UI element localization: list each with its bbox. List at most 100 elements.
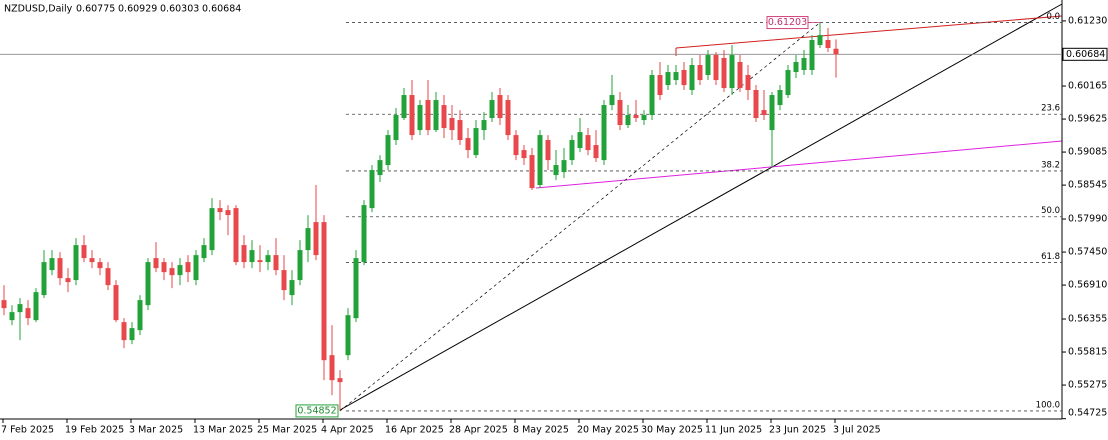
candle-body [633,115,639,119]
candle-body [593,145,599,159]
candle-body [369,170,375,209]
y-tick-label: 0.54725 [1068,408,1107,419]
candle-body [521,150,527,159]
candle-body [777,90,783,106]
candle-body [665,72,671,86]
candle-body [169,268,175,276]
candle-body [641,115,647,121]
candle-body [177,265,183,276]
header-close: 0.60684 [202,4,241,15]
candle-body [713,55,719,81]
candle-body [825,39,831,49]
current-price-box [1062,47,1108,61]
y-tick-label: 0.57990 [1068,214,1107,225]
candle-body [681,70,687,86]
candle-body [569,140,575,161]
x-tick-label: 25 Mar 2025 [257,425,317,436]
candle-body [81,245,87,259]
candle-body [609,95,615,106]
x-tick-label: 30 May 2025 [641,425,703,436]
candle-body [817,35,823,46]
candle-body [337,378,343,383]
candle-body [585,135,591,151]
y-tick-label: 0.57450 [1068,247,1107,258]
candle-body [233,208,239,263]
x-tick-label: 23 Jun 2025 [769,425,826,436]
header-open: 0.60775 [76,4,115,15]
candle-body [761,110,767,116]
y-tick-label: 0.58545 [1068,180,1107,191]
candle-body [33,292,39,321]
candle-body [273,255,279,271]
y-tick-label: 0.59625 [1068,114,1107,125]
candle-body [241,245,247,263]
x-tick-label: 3 Mar 2025 [129,425,183,436]
candle-body [97,262,103,269]
candle-body [361,205,367,263]
candle-body [153,258,159,269]
header-low: 0.60303 [160,4,199,15]
candle-body [433,100,439,131]
x-tick-label: 20 May 2025 [577,425,639,436]
candle-body [417,105,423,131]
candle-body [497,95,503,119]
candle-body [577,132,583,149]
x-tick-label: 8 May 2025 [513,425,569,436]
candle-body [57,258,63,279]
candle-body [617,100,623,126]
x-tick-label: 19 Feb 2025 [65,425,124,436]
candle-body [265,255,271,263]
candle-body [473,128,479,156]
candle-body [513,135,519,156]
candle-body [689,65,695,91]
candle-body [481,120,487,131]
resistance-line [675,15,1063,49]
fib-level-label: 0.0 [1046,12,1060,22]
candle-body [305,228,311,251]
candle-body [25,308,31,319]
candle-body [753,90,759,119]
fib-diagonal [339,22,821,412]
candle-body [249,250,255,263]
candle-body [297,250,303,281]
candle-body [73,245,79,281]
candle-body [289,280,295,296]
candle-body [465,138,471,151]
y-tick-label: 0.61230 [1068,15,1107,26]
candle-body [833,48,839,55]
x-tick-label: 11 Jun 2025 [705,425,762,436]
x-tick-label: 4 Apr 2025 [321,425,374,436]
candle-body [313,222,319,256]
candle-body [793,62,799,73]
candle-body [257,260,263,263]
candle-body [801,58,807,71]
y-tick-label: 0.55815 [1068,347,1107,358]
candle-body [545,140,551,161]
candle-body [217,208,223,213]
candle-body [657,75,663,96]
candle-body [625,115,631,126]
y-tick-label: 0.55275 [1068,380,1107,391]
candle-body [489,100,495,119]
candle-body [409,95,415,136]
candle-body [385,135,391,166]
candle-body [457,120,463,141]
trend-line [339,3,1063,411]
fib-level-label: 23.6 [1041,104,1060,114]
x-tick-label: 16 Apr 2025 [385,425,444,436]
symbol-title: NZDUSD,Daily [4,4,73,15]
candle-body [225,210,231,216]
candle-body [769,95,775,131]
candle-body [601,105,607,161]
candle-body [561,160,567,173]
candle-body [425,100,431,131]
fib-level-label: 61.8 [1041,252,1060,262]
candle-body [529,155,535,189]
candle-body [393,115,399,141]
candle-body [721,58,727,89]
candle-body [201,245,207,259]
candle-body [209,208,215,251]
